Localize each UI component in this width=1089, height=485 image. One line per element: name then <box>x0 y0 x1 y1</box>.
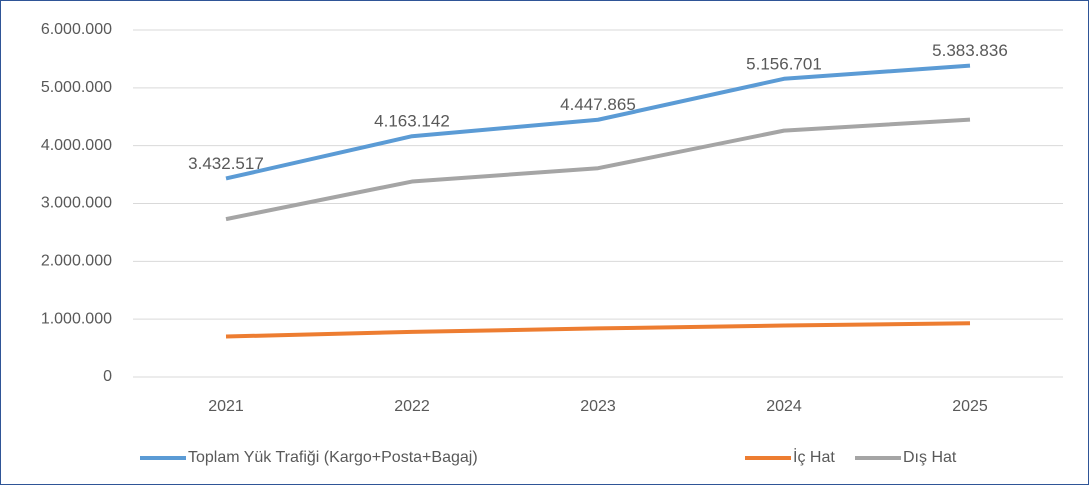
x-tick-label: 2022 <box>394 398 430 415</box>
x-tick-label: 2024 <box>766 398 802 415</box>
data-label: 3.432.517 <box>188 154 264 173</box>
x-tick-label: 2025 <box>952 398 988 415</box>
y-tick-label: 6.000.000 <box>41 21 112 38</box>
legend-label: Toplam Yük Trafiği (Kargo+Posta+Bagaj) <box>188 449 478 466</box>
y-tick-label: 1.000.000 <box>41 310 112 327</box>
data-label: 5.156.701 <box>746 54 822 73</box>
y-tick-label: 3.000.000 <box>41 195 112 212</box>
data-label: 4.163.142 <box>374 112 450 131</box>
y-tick-label: 5.000.000 <box>41 79 112 96</box>
data-label: 4.447.865 <box>560 95 636 114</box>
legend-label: Dış Hat <box>903 449 957 466</box>
x-tick-label: 2021 <box>208 398 244 415</box>
series-line <box>225 117 971 222</box>
y-tick-label: 2.000.000 <box>41 253 112 270</box>
y-tick-label: 0 <box>103 368 112 385</box>
data-label: 5.383.836 <box>932 41 1008 60</box>
legend-label: İç Hat <box>793 447 835 466</box>
x-tick-label: 2023 <box>580 398 616 415</box>
y-tick-label: 4.000.000 <box>41 137 112 154</box>
series-line <box>225 63 971 181</box>
series-line <box>225 321 971 339</box>
